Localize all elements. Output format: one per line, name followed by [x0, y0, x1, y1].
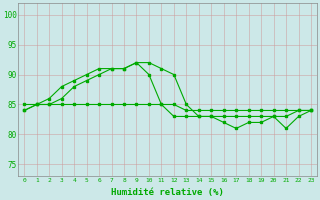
X-axis label: Humidité relative (%): Humidité relative (%) — [111, 188, 224, 197]
